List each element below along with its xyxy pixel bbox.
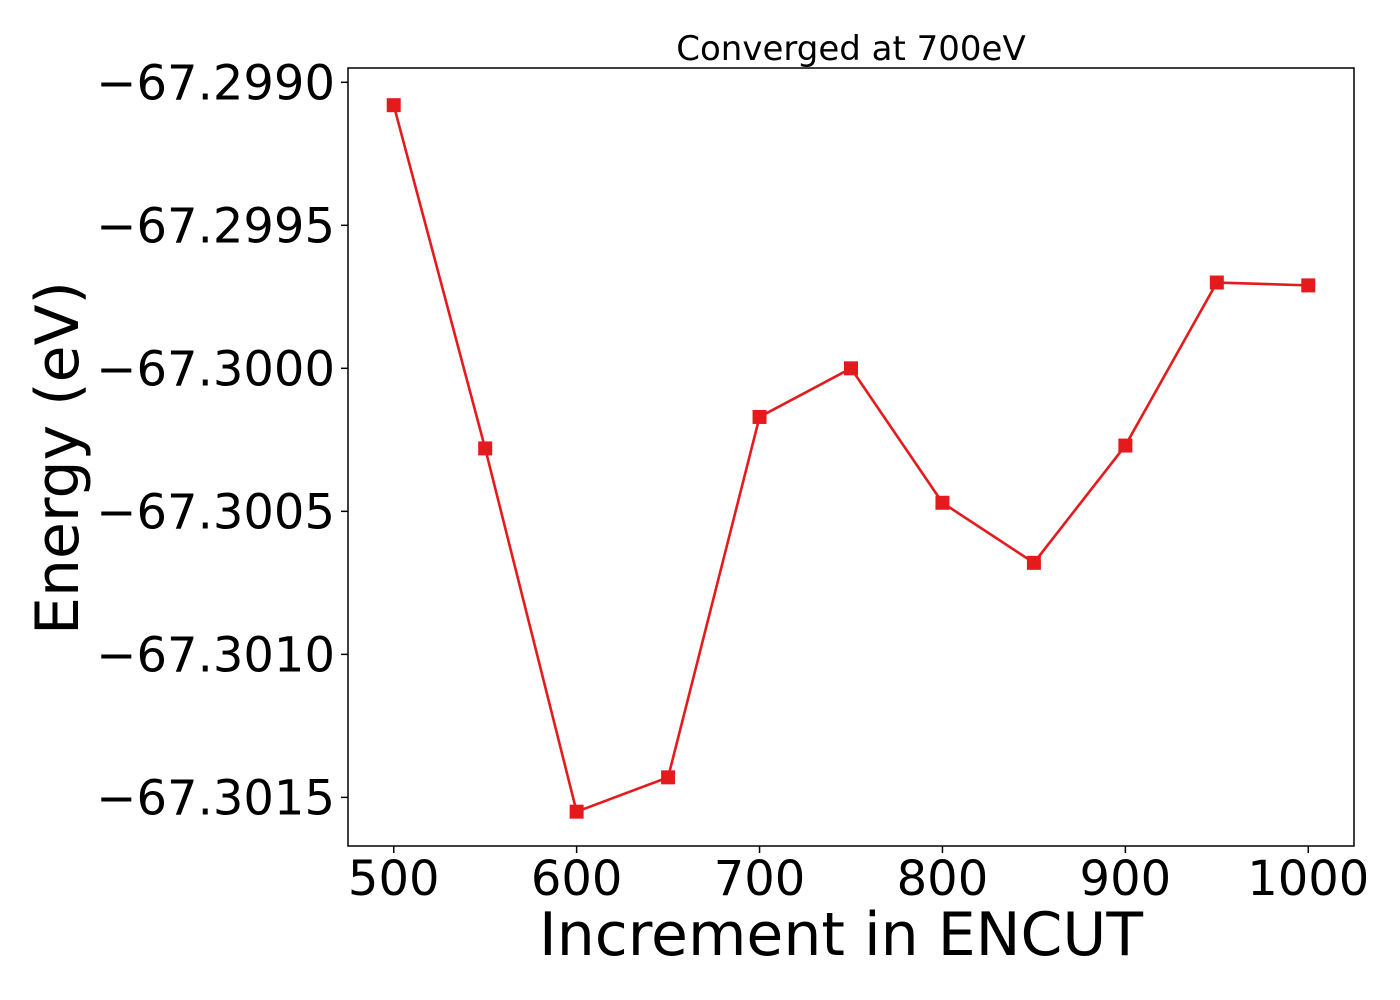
data-point	[935, 495, 950, 510]
x-axis-ticks: 500 600 700 800 900 1000	[348, 846, 1369, 907]
plot-frame	[347, 67, 1355, 847]
series-layer	[386, 98, 1316, 819]
x-tick-label: 1000	[1247, 851, 1369, 907]
data-point	[569, 804, 584, 819]
data-point	[844, 361, 858, 376]
data-point	[1118, 438, 1133, 453]
data-point	[752, 409, 767, 424]
data-point	[1301, 278, 1316, 293]
data-point	[386, 98, 401, 113]
x-tick-label: 900	[1080, 851, 1172, 907]
x-tick-label: 600	[531, 851, 623, 907]
y-tick-label: −67.3005	[96, 484, 335, 540]
y-tick-label: −67.2995	[96, 198, 335, 254]
plot-background	[348, 68, 1354, 846]
x-tick-label: 800	[897, 851, 989, 907]
x-tick-label: 500	[348, 851, 440, 907]
y-tick-label: −67.2990	[96, 55, 335, 111]
x-axis-title: Increment in ENCUT	[539, 900, 1143, 970]
y-tick-label: −67.3015	[96, 770, 335, 826]
data-point	[1026, 555, 1041, 570]
data-point	[661, 770, 676, 785]
chart-title: Converged at 700eV	[676, 29, 1025, 69]
y-tick-label: −67.3010	[96, 627, 335, 683]
x-tick-label: 700	[714, 851, 806, 907]
y-axis-title: Energy (eV)	[23, 281, 93, 635]
data-point	[478, 441, 493, 456]
y-tick-label: −67.3000	[96, 341, 335, 397]
y-axis-ticks: −67.2990 −67.2995 −67.3000 −67.3005 −67.3010…	[96, 55, 348, 826]
data-point	[1209, 275, 1224, 290]
